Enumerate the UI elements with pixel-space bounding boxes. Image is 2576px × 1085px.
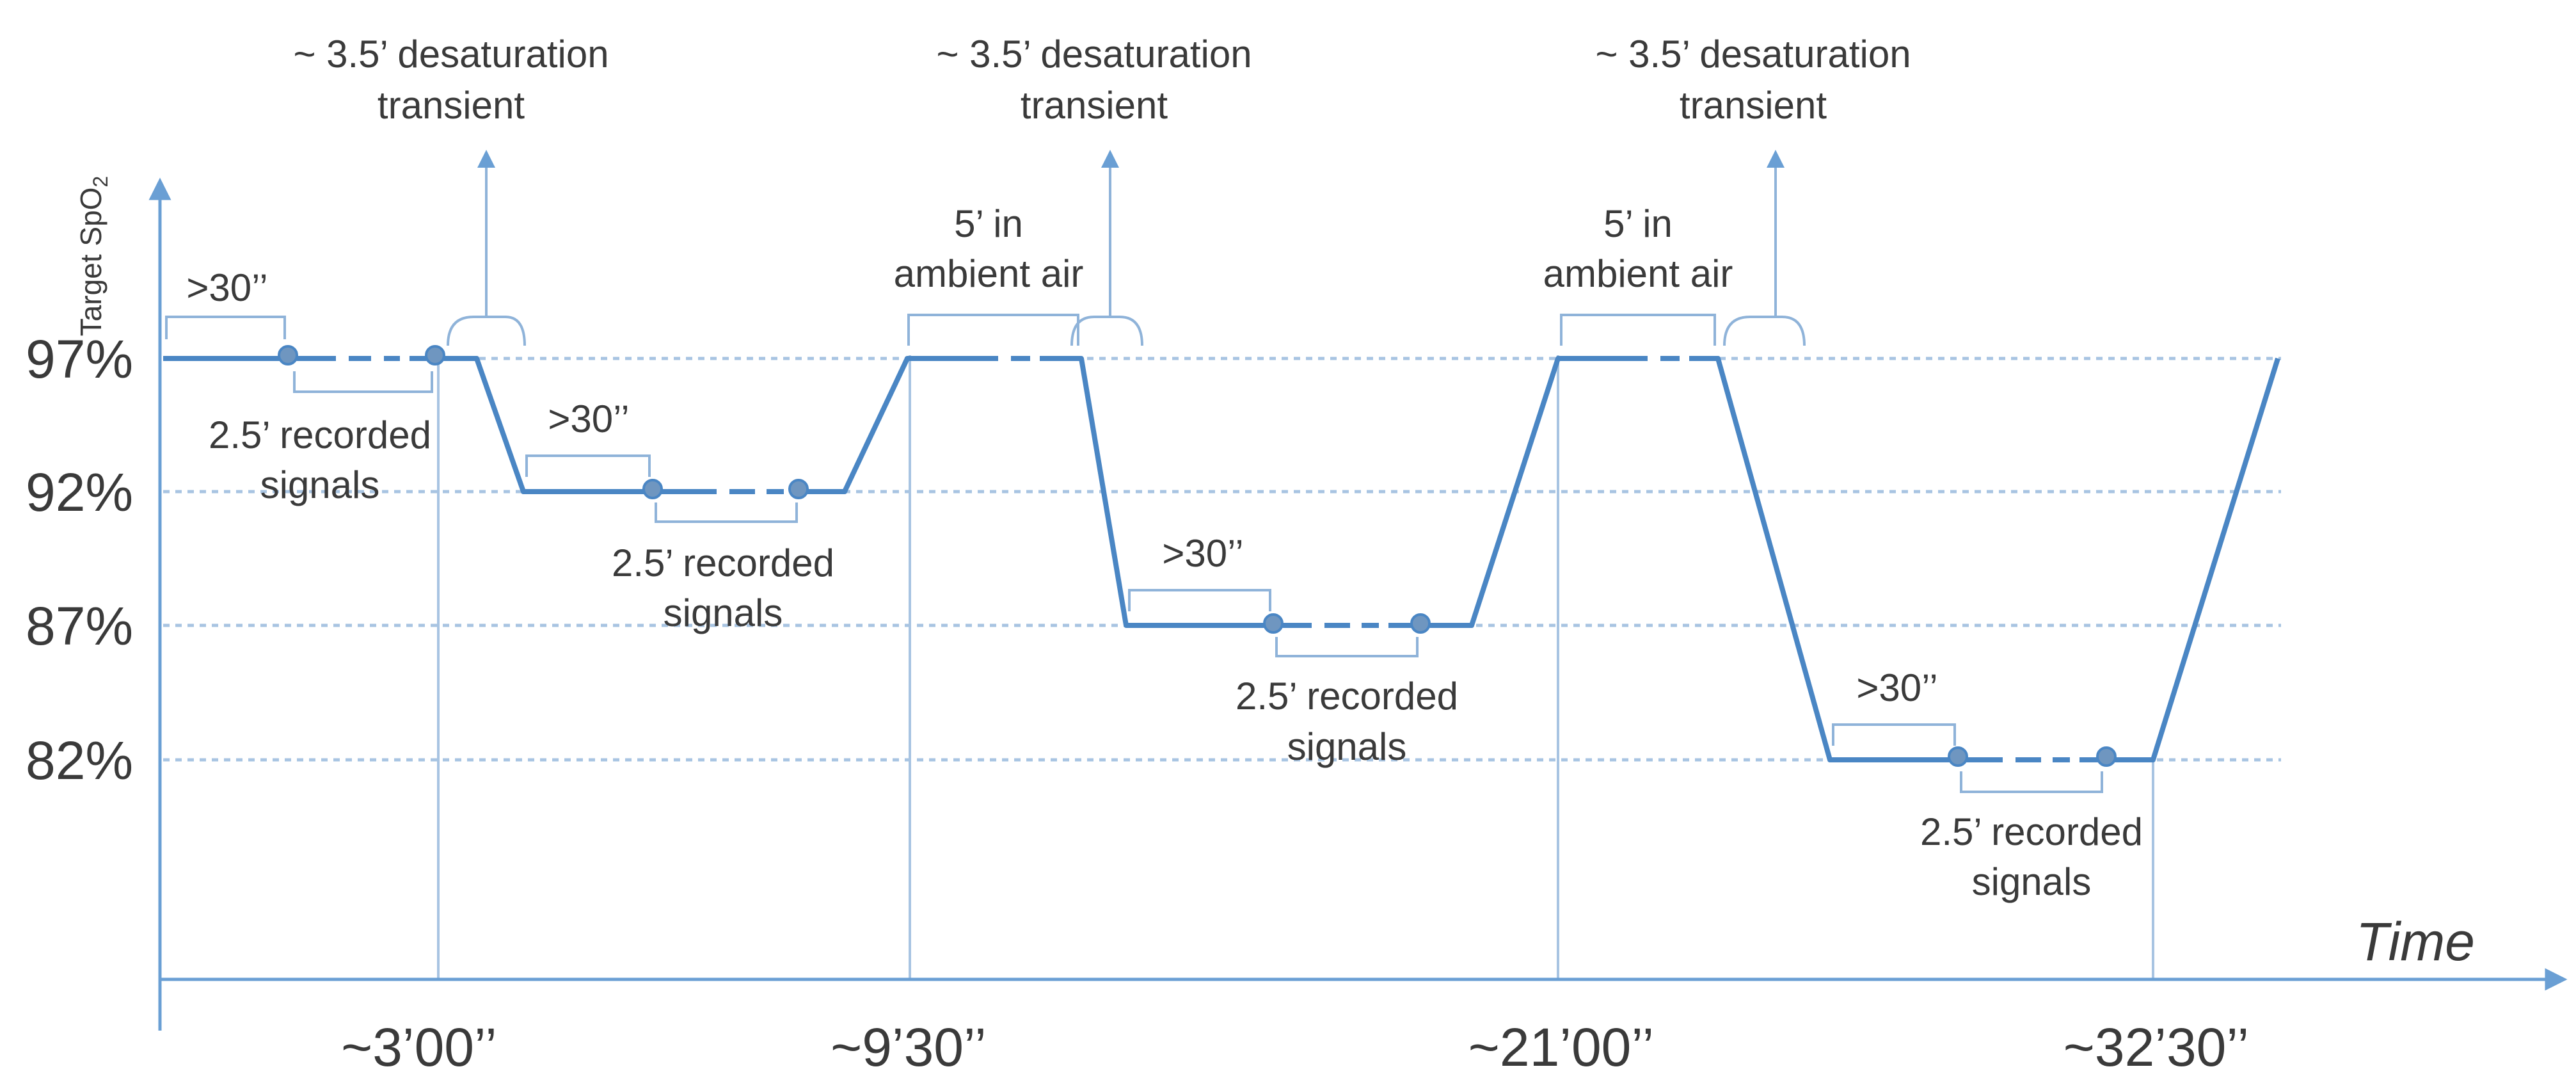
level-label: 97%: [26, 329, 133, 389]
transient-label-1: transient: [378, 84, 525, 127]
recorded-label-1: 2.5’ recorded: [209, 414, 431, 456]
level-label: 92%: [26, 462, 133, 522]
profile-line: [163, 356, 2280, 762]
hold-bracket-3: [1128, 589, 1271, 611]
transient-bracket-1: [447, 316, 526, 346]
recorded-label-2: 2.5’ recorded: [612, 542, 834, 584]
recording-gaps: [336, 355, 2079, 764]
hold-label-4: >30’’: [1856, 666, 1937, 709]
spo2-profile: [163, 356, 2280, 762]
record-point: [788, 479, 809, 499]
transient-bracket-2: [1070, 316, 1143, 346]
desaturation-label-3: ~ 3.5’ desaturation: [1595, 33, 1911, 76]
ambient-label-2b: ambient air: [1543, 252, 1733, 295]
transient-bracket-3: [1723, 316, 1806, 346]
recorded-label-4: 2.5’ recorded: [1920, 810, 2143, 853]
time-tick: ~21’00’’: [1468, 1017, 1654, 1077]
hold-label-3: >30’’: [1162, 532, 1243, 575]
desaturation-label-2: ~ 3.5’ desaturation: [936, 33, 1252, 76]
x-axis-ticks: ~3’00’’ ~9’30’’ ~21’00’’ ~32’30’’: [341, 1017, 2249, 1077]
record-point: [278, 345, 298, 366]
axes: [148, 177, 2568, 1031]
ambient-bracket-1: [907, 314, 1079, 346]
desaturation-label-1: ~ 3.5’ desaturation: [293, 33, 608, 76]
recording-points: [278, 345, 2117, 767]
recorded-bracket-3: [1275, 637, 1419, 657]
record-point: [1263, 613, 1284, 634]
time-tick: ~32’30’’: [2063, 1017, 2249, 1077]
level-label: 87%: [26, 596, 133, 656]
hold-label-2: >30’’: [548, 398, 629, 440]
hold-bracket-1: [165, 316, 286, 339]
recorded-bracket-1: [293, 371, 433, 393]
transient-label-3: transient: [1680, 84, 1827, 127]
ambient-bracket-2: [1560, 314, 1716, 346]
recorded-bracket-4: [1960, 771, 2103, 793]
time-tick: ~3’00’’: [341, 1017, 497, 1077]
y-axis-title: Target SpO2: [74, 176, 112, 336]
y-axis-levels: 97% 92% 87% 82%: [26, 329, 133, 791]
time-tick: ~9’30’’: [831, 1017, 987, 1077]
signals-label-1: signals: [260, 463, 380, 506]
signals-label-4: signals: [1972, 860, 2092, 903]
recorded-bracket-2: [655, 502, 798, 523]
hold-label-1: >30’’: [186, 266, 267, 309]
time-markers: [437, 355, 2154, 979]
level-label: 82%: [26, 730, 133, 791]
recorded-label-3: 2.5’ recorded: [1236, 675, 1458, 718]
record-point: [425, 345, 445, 366]
record-point: [2096, 746, 2117, 767]
signals-label-3: signals: [1287, 725, 1407, 768]
signals-label-2: signals: [664, 591, 783, 634]
ambient-label-2: 5’ in: [1603, 202, 1673, 245]
record-point: [642, 479, 663, 499]
hold-bracket-4: [1832, 723, 1956, 746]
ambient-label-1b: ambient air: [894, 252, 1084, 295]
record-point: [1948, 746, 1968, 767]
ambient-label-1: 5’ in: [954, 202, 1023, 245]
x-axis-title: Time: [2356, 912, 2475, 972]
annotation-labels: ~ 3.5’ desaturation transient ~ 3.5’ des…: [186, 33, 2143, 903]
brackets: [165, 150, 2103, 793]
record-point: [1410, 613, 1431, 634]
hold-bracket-2: [525, 454, 651, 477]
transient-label-2: transient: [1021, 84, 1168, 127]
